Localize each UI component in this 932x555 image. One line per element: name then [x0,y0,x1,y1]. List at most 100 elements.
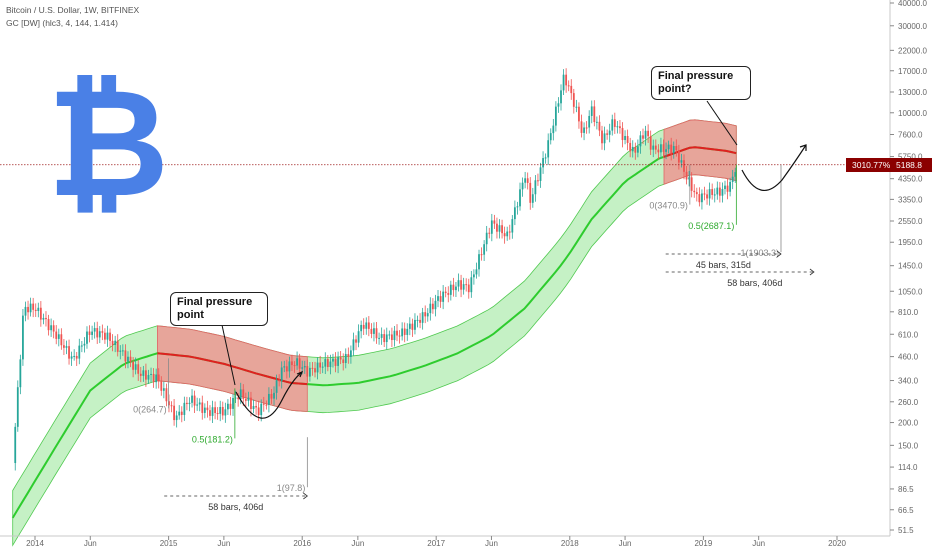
x-tick-label: 2014 [26,539,44,548]
candle-body [106,332,109,340]
candle-body [324,359,327,367]
candle-body [244,398,247,401]
candle-body [396,330,398,336]
candle-body [644,130,647,139]
measure-label: 58 bars, 406d [727,278,782,288]
measure-arrow [303,492,309,500]
x-tick-label: Jun [217,539,230,548]
candle-body [329,361,332,368]
symbol-title: Bitcoin / U.S. Dollar, 1W, BITFINEX [6,5,140,15]
candle-body [601,130,603,144]
candle-body [665,149,667,152]
candle-body [503,233,506,237]
candle-body [349,350,352,357]
candle-body [437,296,439,301]
y-tick-label: 86.5 [898,485,914,494]
candle-body [206,407,209,411]
candle-body [734,172,737,177]
candle-body [657,149,660,153]
candle-body [109,332,111,341]
y-tick-label: 610.0 [898,330,919,339]
candle-body [611,119,614,131]
candle-body [127,356,129,362]
candle-body [393,330,396,341]
candle-body [626,136,629,143]
candle-body [567,85,570,87]
candle-body [114,340,117,345]
candle-body [111,340,114,345]
candle-body [439,296,442,302]
candle-body [80,345,83,347]
candle-body [557,103,560,107]
candle-body [421,312,424,323]
x-tick-label: 2018 [561,539,579,548]
candle-body [252,406,255,409]
candle-body [537,180,539,182]
candle-body [303,366,306,368]
svg-text:₿: ₿ [47,59,169,227]
candle-body [357,331,360,343]
candle-body [145,370,147,380]
candle-body [132,361,134,370]
candle-body [647,130,650,137]
candle-body [480,254,483,256]
callout-right: Final pressure point? [651,66,751,100]
candle-body [616,126,619,128]
candle-body [214,407,216,414]
candle-body [490,220,493,234]
candle-body [619,126,621,129]
candle-body [457,280,460,287]
candle-body [19,359,22,388]
candle-body [401,328,404,337]
candle-body [337,357,339,366]
candle-body [598,121,601,131]
candle-body [593,106,596,123]
y-tick-label: 810.0 [898,308,919,317]
candle-body [447,293,450,295]
candle-body [508,231,511,233]
candle-body [196,404,199,406]
candle-body [565,74,568,86]
candle-body [378,337,380,339]
candle-body [50,325,53,331]
candle-body [690,177,693,191]
red-band [156,325,308,412]
candle-body [539,167,542,181]
candle-body [465,284,468,286]
candle-body [629,142,632,152]
candle-body [583,127,585,133]
candle-body [224,409,227,416]
projection-arrow-right [799,144,807,151]
candle-body [180,411,183,415]
candle-body [513,207,516,220]
candle-body [511,219,514,233]
candle-body [711,189,714,195]
candle-body [703,193,706,195]
candle-body [16,387,19,427]
candle-body [524,178,527,183]
y-tick-label: 150.0 [898,441,919,450]
candle-body [293,365,296,367]
candle-body [488,232,491,234]
candle-body [91,331,94,335]
candle-body [426,313,429,317]
candle-body [483,244,486,255]
candle-body [96,328,99,338]
candle-body [724,185,726,190]
candle-body [227,403,229,410]
x-tick-label: 2019 [694,539,712,548]
bitcoin-logo: ₿ [47,59,169,227]
candle-body [232,397,234,409]
candle-body [47,319,50,331]
candle-body [355,339,357,343]
y-tick-label: 13000.0 [898,88,927,97]
y-tick-label: 17000.0 [898,67,927,76]
candle-body [675,146,678,151]
candle-body [373,328,375,334]
candle-body [42,317,45,320]
candle-body [14,426,17,464]
candle-body [55,331,58,339]
candle-body [139,373,142,376]
